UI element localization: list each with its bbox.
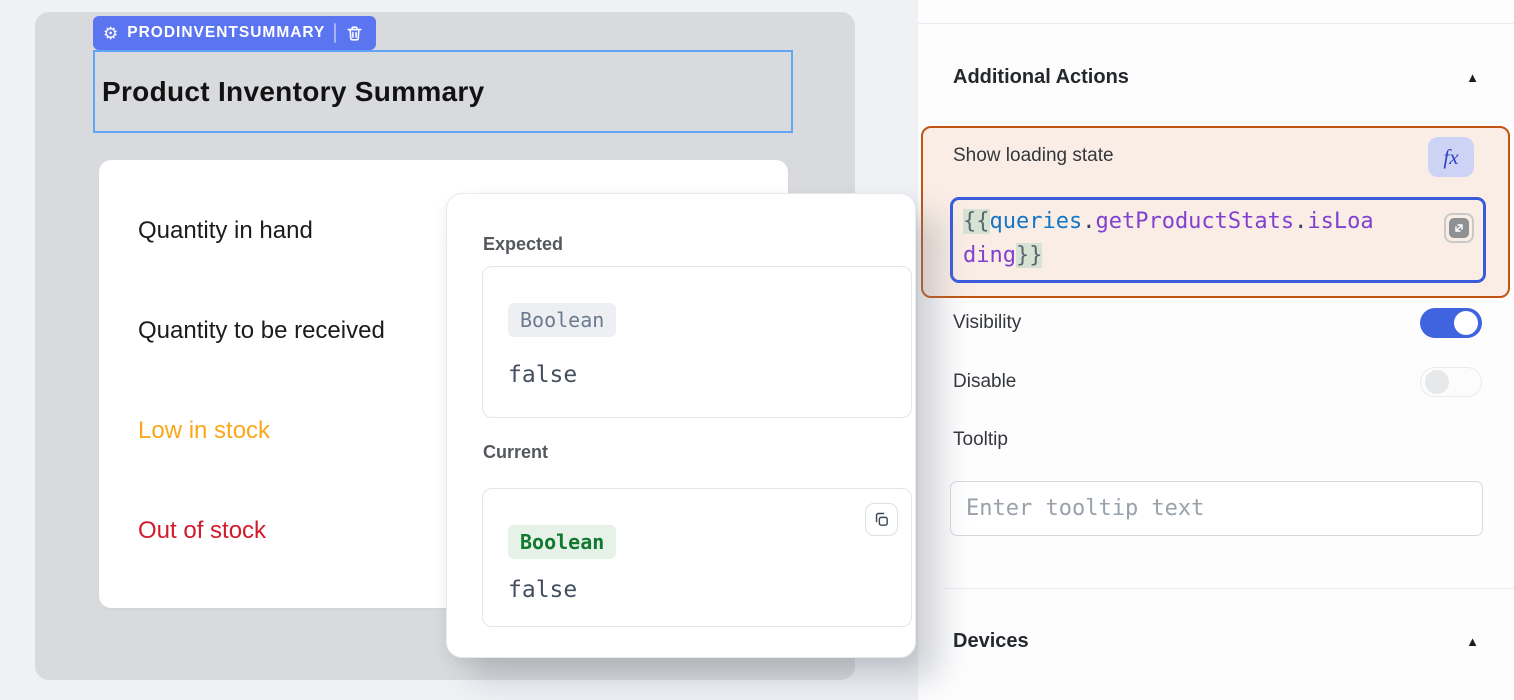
page-title: Product Inventory Summary	[102, 75, 485, 107]
code-token: getProductStats	[1095, 209, 1295, 234]
toggle-knob	[1454, 311, 1478, 335]
code-token: isLoa	[1307, 209, 1374, 234]
selected-title-widget[interactable]: Product Inventory Summary	[93, 50, 793, 133]
copy-icon	[875, 512, 888, 526]
expected-value: false	[508, 362, 578, 388]
panel-top-divider	[918, 23, 1514, 24]
gear-icon[interactable]: ⚙	[103, 23, 119, 43]
tooltip-label: Tooltip	[953, 429, 1008, 450]
expected-type-badge: Boolean	[508, 303, 617, 337]
code-content: {{queries.getProductStats.isLoa ding}}	[963, 205, 1435, 273]
loading-state-code-input[interactable]: {{queries.getProductStats.isLoa ding}}	[950, 197, 1486, 283]
copy-button[interactable]	[865, 503, 898, 536]
fx-button[interactable]: fx	[1428, 137, 1474, 177]
selected-widget-tag[interactable]: ⚙ PRODINVENTSUMMARY	[93, 16, 377, 50]
section-devices[interactable]: Devices ▲	[953, 626, 1479, 656]
section-additional-actions[interactable]: Additional Actions ▲	[953, 62, 1479, 92]
disable-label: Disable	[953, 371, 1017, 392]
code-token: .	[1082, 209, 1096, 234]
devices-title: Devices	[953, 629, 1029, 652]
list-item[interactable]: Out of stock	[138, 517, 267, 544]
visibility-label: Visibility	[953, 312, 1022, 333]
tag-divider	[334, 23, 337, 43]
code-token: {{	[963, 209, 990, 234]
collapse-arrow-icon[interactable]: ▲	[1466, 633, 1479, 649]
tooltip-input[interactable]	[950, 481, 1483, 536]
expand-editor-button[interactable]	[1444, 213, 1474, 243]
code-token: ding	[963, 243, 1016, 268]
toggle-knob	[1425, 370, 1449, 394]
current-value: false	[508, 577, 578, 603]
collapse-arrow-icon[interactable]: ▲	[1466, 69, 1479, 85]
list-item[interactable]: Quantity in hand	[138, 217, 313, 244]
show-loading-state-label: Show loading state	[953, 145, 1114, 166]
code-token: queries	[989, 209, 1083, 234]
expand-diagonal-icon	[1449, 218, 1469, 238]
additional-actions-title: Additional Actions	[953, 65, 1129, 88]
trash-icon[interactable]	[345, 24, 364, 43]
code-token: }}	[1015, 243, 1043, 268]
current-value-card: Boolean false	[482, 488, 912, 627]
list-item[interactable]: Quantity to be received	[138, 317, 385, 344]
expected-value-card: Boolean false	[482, 266, 912, 418]
current-type-badge: Boolean	[508, 525, 617, 559]
list-item[interactable]: Low in stock	[138, 417, 271, 444]
visibility-toggle[interactable]	[1420, 308, 1482, 338]
code-token: .	[1294, 209, 1308, 234]
current-label: Current	[483, 442, 549, 462]
inventory-list: Quantity in hand Quantity to be received L…	[138, 181, 778, 581]
inspector-panel: Additional Actions ▲ Show loading state …	[918, 0, 1514, 700]
widget-name-label: PRODINVENTSUMMARY	[127, 24, 326, 41]
expected-label: Expected	[483, 234, 564, 254]
disable-toggle[interactable]	[1420, 367, 1482, 397]
value-preview-popover: Expected Boolean false Current Boolean f…	[446, 193, 916, 658]
devices-divider	[944, 588, 1514, 589]
